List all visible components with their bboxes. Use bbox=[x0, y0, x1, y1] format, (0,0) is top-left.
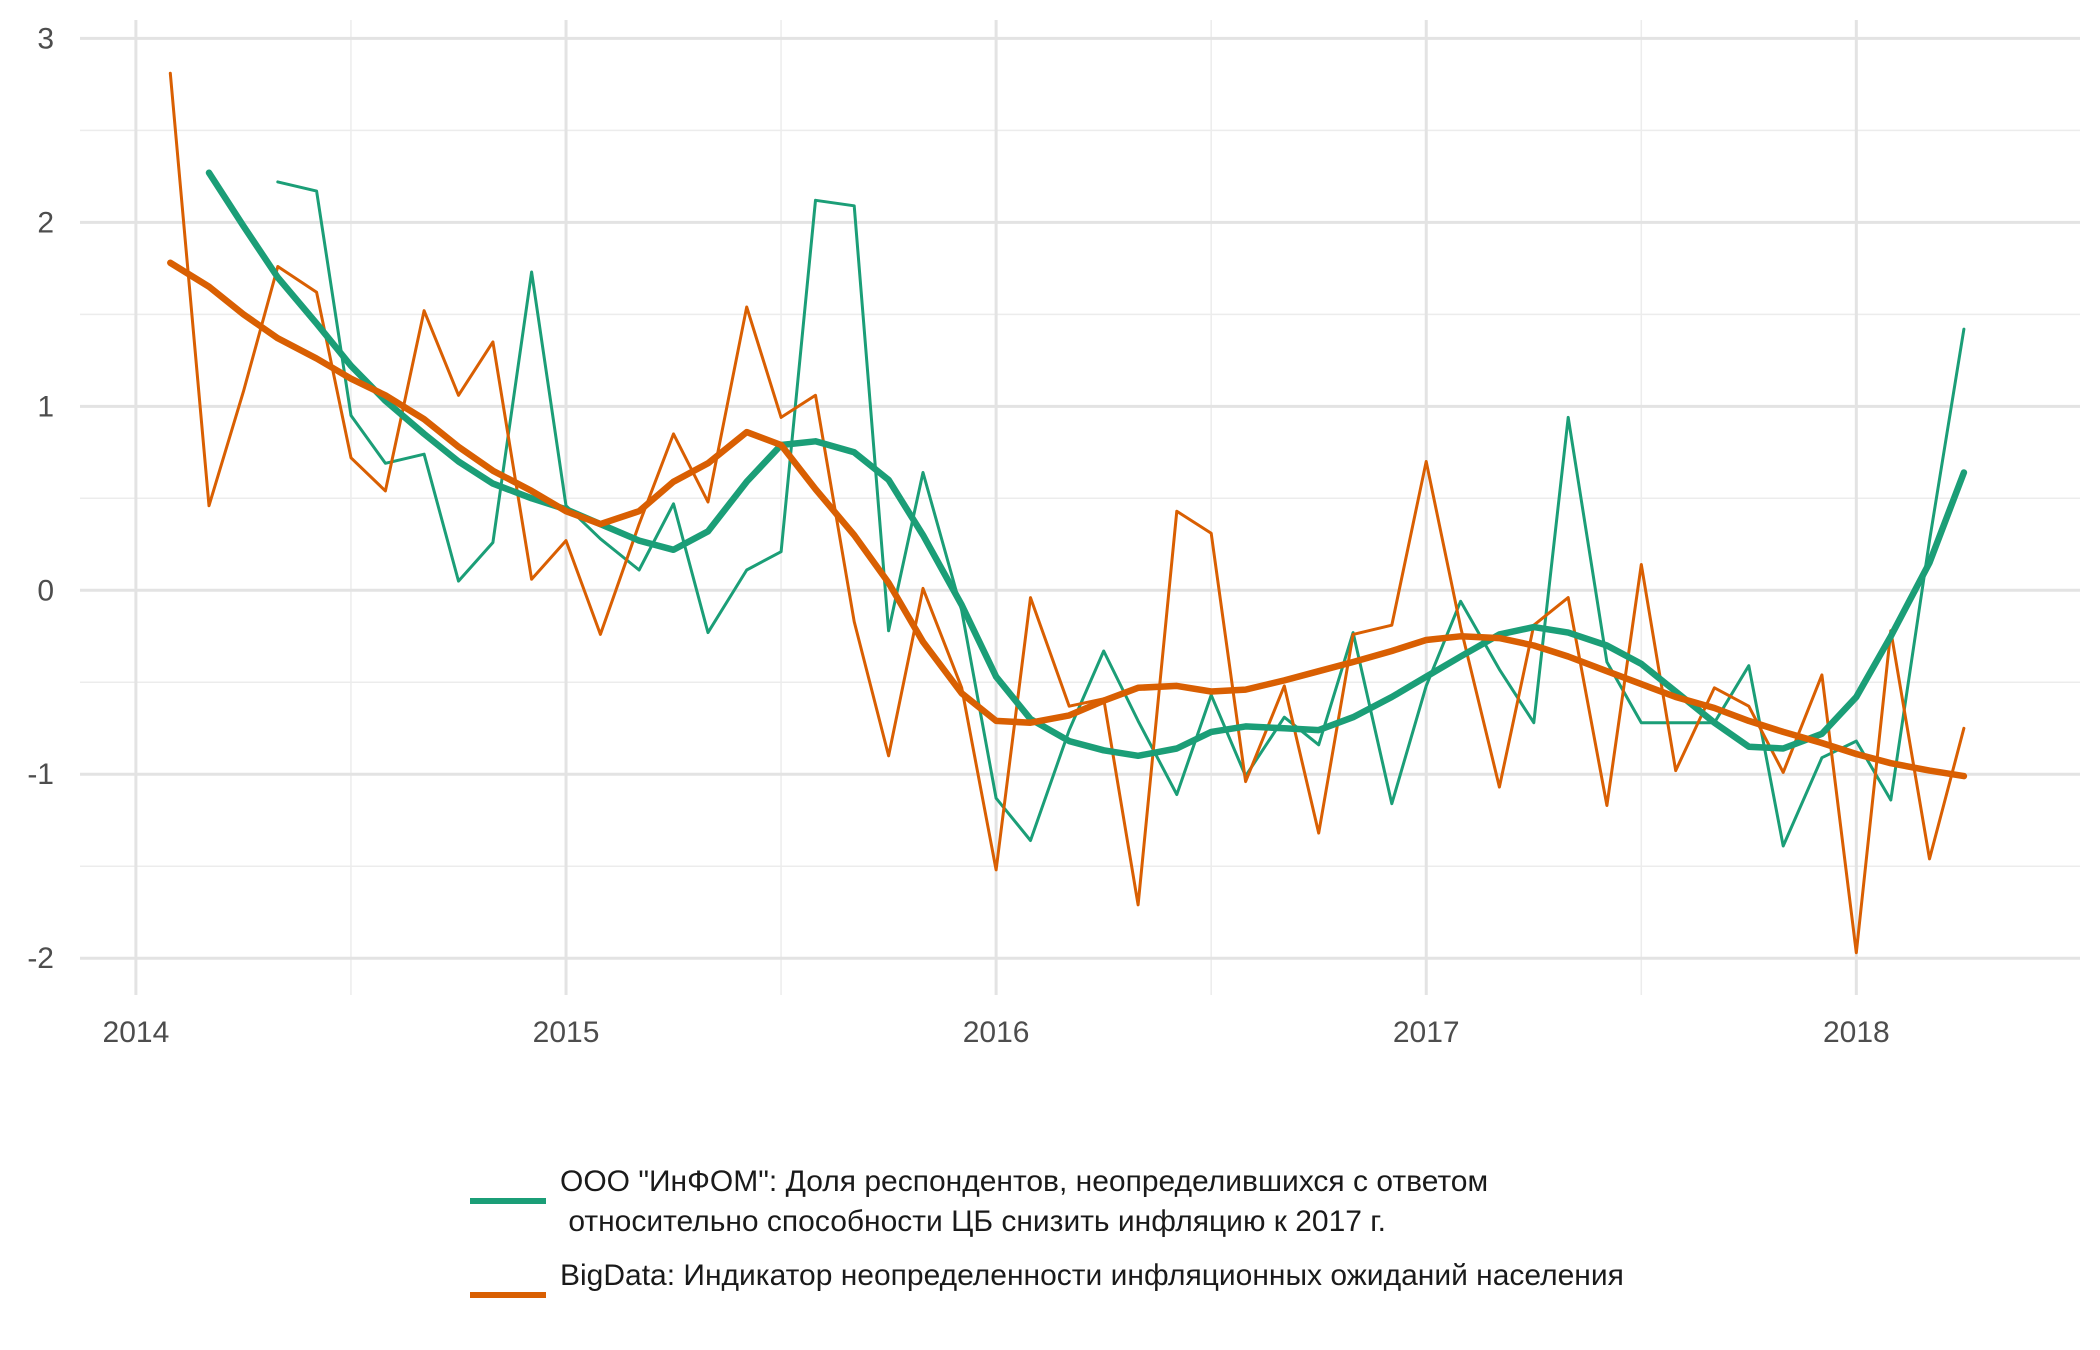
x-tick-label: 2014 bbox=[103, 1016, 170, 1049]
series-line-bigdata-raw bbox=[168, 71, 1966, 955]
axis-labels: -2 -1 0 1 2 3 2014 2015 2016 2017 2018 bbox=[27, 22, 1889, 1049]
legend-key-bigdata bbox=[470, 1292, 546, 1298]
chart-svg: -2 -1 0 1 2 3 2014 2015 2016 2017 2018 bbox=[27, 20, 2080, 1049]
y-tick-label: 0 bbox=[37, 574, 54, 607]
legend-item-bigdata: BigData: Индикатор неопределенности инфл… bbox=[470, 1256, 1624, 1298]
series-line-infom-raw bbox=[276, 180, 1966, 848]
series-line-infom-trend bbox=[205, 169, 1968, 760]
grid bbox=[80, 20, 2080, 995]
x-tick-label: 2016 bbox=[963, 1016, 1030, 1049]
legend-item-infom: ООО "ИнФОМ": Доля респондентов, неопреде… bbox=[470, 1162, 1624, 1242]
y-tick-label: 1 bbox=[37, 390, 54, 423]
x-tick-label: 2018 bbox=[1823, 1016, 1890, 1049]
y-tick-label: 2 bbox=[37, 206, 54, 239]
series-line-bigdata-trend bbox=[167, 259, 1968, 780]
x-tick-label: 2017 bbox=[1393, 1016, 1460, 1049]
y-tick-label: -1 bbox=[27, 758, 54, 791]
y-tick-label: 3 bbox=[37, 22, 54, 55]
legend-key-infom bbox=[470, 1198, 546, 1204]
y-tick-label: -2 bbox=[27, 942, 54, 975]
trend-series bbox=[167, 169, 1968, 780]
legend: ООО "ИнФОМ": Доля респондентов, неопреде… bbox=[470, 1162, 1624, 1312]
raw-series bbox=[168, 71, 1966, 955]
legend-label-infom: ООО "ИнФОМ": Доля респондентов, неопреде… bbox=[560, 1165, 1489, 1238]
legend-label-bigdata: BigData: Индикатор неопределенности инфл… bbox=[560, 1259, 1624, 1292]
x-tick-label: 2015 bbox=[533, 1016, 600, 1049]
